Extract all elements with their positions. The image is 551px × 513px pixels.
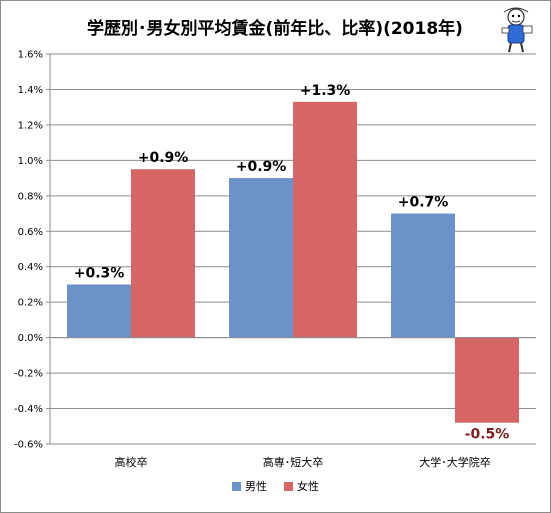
- y-tick-label: -0.2%: [14, 369, 43, 380]
- y-tick-label: 1.2%: [18, 120, 43, 131]
- y-tick-label: 0.6%: [18, 227, 43, 238]
- bar-male: [391, 213, 455, 338]
- bar-female: [293, 101, 357, 338]
- bar-female: [455, 337, 519, 423]
- x-category-label: 高専･短大卒: [263, 455, 324, 469]
- data-label: +0.3%: [74, 265, 125, 281]
- x-category-label: 大学･大学院卒: [419, 455, 491, 469]
- y-tick-label: 1.4%: [18, 85, 43, 96]
- y-tick-label: 0.0%: [18, 333, 43, 344]
- y-tick-label: 0.8%: [18, 191, 43, 202]
- bar-male: [229, 178, 293, 338]
- data-label: +0.9%: [236, 159, 287, 175]
- y-tick-label: 0.2%: [18, 298, 43, 309]
- chart-title: 学歴別･男女別平均賃金(前年比、比率)(2018年): [87, 18, 463, 39]
- data-label: +0.9%: [138, 150, 189, 166]
- bar-male: [67, 284, 131, 338]
- bar-female: [131, 169, 195, 338]
- legend-label-male: 男性: [245, 479, 267, 493]
- mascot-icon: [501, 7, 533, 53]
- y-tick-label: 1.6%: [18, 50, 43, 61]
- y-tick-label: -0.6%: [14, 440, 43, 451]
- y-tick-label: 0.4%: [18, 262, 43, 273]
- y-tick-label: -0.4%: [14, 404, 43, 415]
- legend-swatch-female: [284, 482, 293, 491]
- legend-label-female: 女性: [297, 479, 319, 493]
- x-category-label: 高校卒: [115, 455, 148, 469]
- y-tick-label: 1.0%: [18, 156, 43, 167]
- legend-swatch-male: [232, 482, 241, 491]
- data-label: +1.3%: [300, 83, 351, 99]
- data-label: +0.7%: [398, 195, 449, 211]
- data-label: -0.5%: [465, 427, 510, 443]
